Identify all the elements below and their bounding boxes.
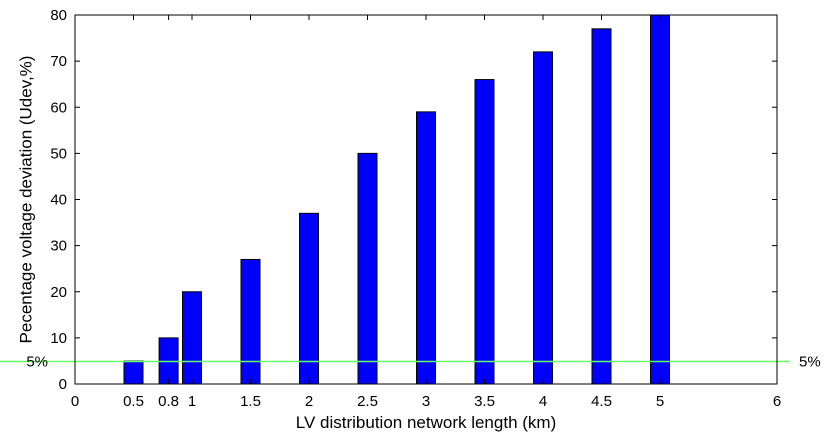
bar-5: [650, 14, 670, 385]
x-tick-label: 6: [773, 393, 781, 410]
x-axis-title: LV distribution network length (km): [296, 413, 556, 432]
reference-label-left: 5%: [26, 353, 48, 370]
y-tick-label: 60: [50, 99, 67, 116]
bar-2: [299, 212, 319, 385]
bar-2.5: [357, 152, 378, 385]
x-tick-label: 2: [305, 393, 313, 410]
y-tick-label: 50: [50, 145, 67, 162]
x-tick-label: 5: [656, 393, 664, 410]
bar-1.5: [240, 258, 261, 385]
x-tick-label: 1.5: [240, 393, 261, 410]
x-tick-label: 1: [188, 393, 196, 410]
x-tick-label: 0.8: [158, 393, 179, 410]
bar-3.5: [474, 79, 495, 385]
x-tick-label: 2.5: [357, 393, 378, 410]
y-tick-label: 30: [50, 238, 67, 255]
y-tick-label: 70: [50, 53, 67, 70]
x-tick-label: 0: [71, 393, 79, 410]
bar-3: [416, 111, 436, 385]
y-ticks-group: 0 10 20 30 40 50 60 70 80: [50, 7, 777, 393]
x-tick-label: 4.5: [591, 393, 612, 410]
y-tick-label: 10: [50, 330, 67, 347]
y-axis-title: Pecentage voltage deviation (Udev,%): [16, 56, 35, 344]
bar-4.5: [591, 28, 612, 385]
x-tick-label: 3: [422, 393, 430, 410]
y-tick-label: 0: [59, 376, 67, 393]
bar-1: [182, 291, 202, 385]
reference-label-right: 5%: [799, 353, 821, 370]
x-tick-label: 4: [539, 393, 547, 410]
x-ticks-group: 0 0.5 0.8 1 1.5 2 2.5 3 3.5 4 4.5 5 6: [71, 15, 781, 410]
y-tick-label: 80: [50, 7, 67, 24]
bars-group: [123, 14, 670, 385]
y-tick-label: 40: [50, 192, 67, 209]
x-tick-label: 3.5: [474, 393, 495, 410]
bar-4: [533, 51, 553, 385]
x-tick-label: 0.5: [123, 393, 144, 410]
y-tick-label: 20: [50, 284, 67, 301]
